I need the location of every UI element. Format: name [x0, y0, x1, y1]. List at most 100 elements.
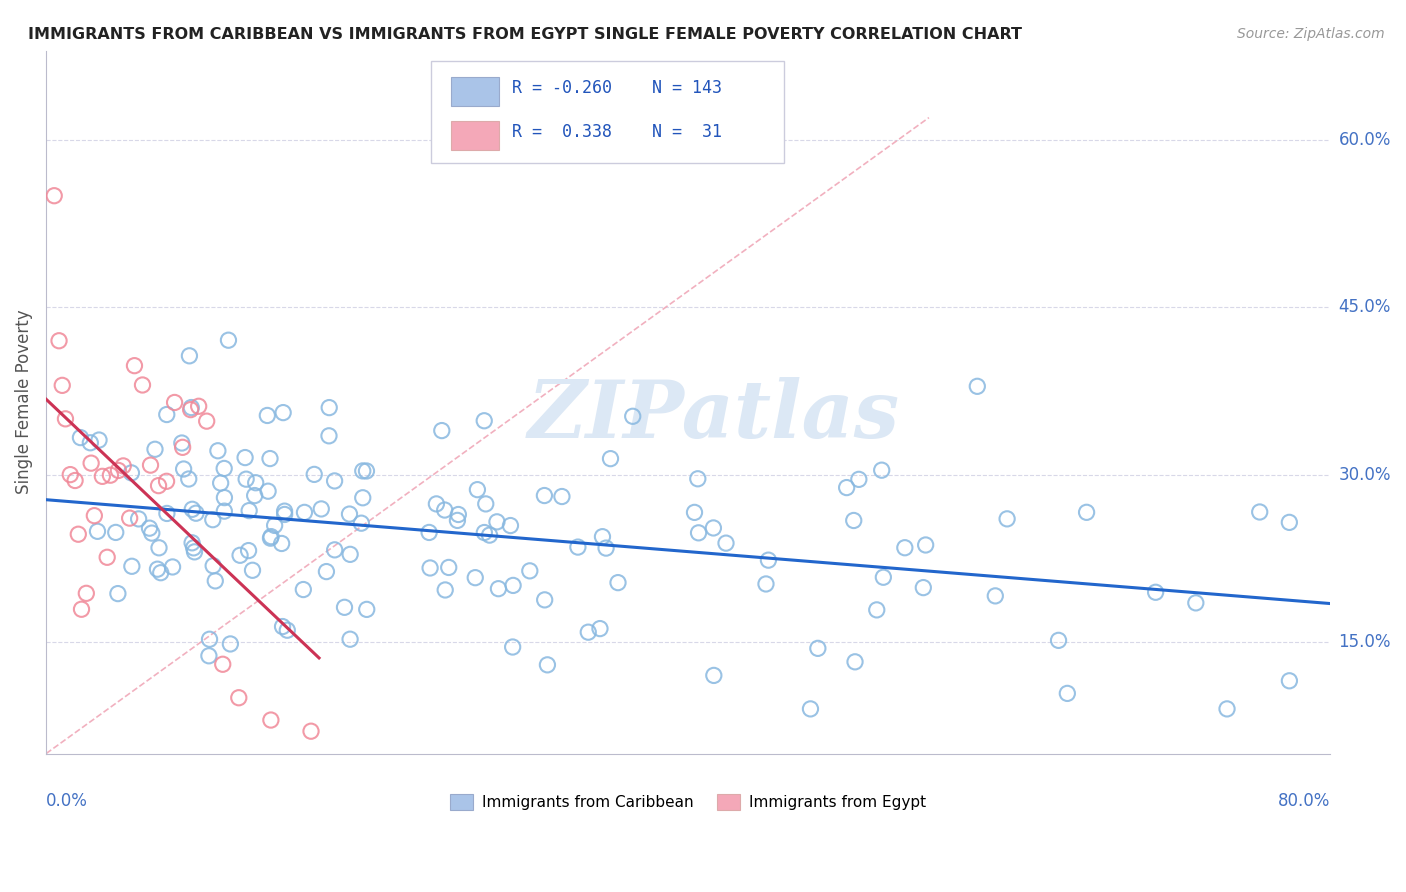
Point: [1076, 505, 1098, 519]
Point: [533, 489, 555, 503]
Point: [273, 508, 295, 522]
Point: [170, 436, 193, 450]
Text: 15.0%: 15.0%: [1339, 633, 1391, 651]
Point: [1278, 516, 1301, 530]
Point: [219, 637, 242, 651]
Point: [181, 536, 204, 550]
Point: [181, 502, 204, 516]
Point: [755, 577, 778, 591]
Text: 30.0%: 30.0%: [1339, 466, 1391, 483]
Point: [233, 450, 256, 465]
Point: [702, 521, 724, 535]
Point: [107, 463, 129, 477]
Point: [128, 512, 150, 526]
Point: [195, 414, 218, 428]
Point: [243, 489, 266, 503]
Point: [214, 504, 236, 518]
Point: [714, 536, 737, 550]
Text: 80.0%: 80.0%: [1278, 792, 1330, 810]
Point: [485, 515, 508, 529]
Point: [141, 526, 163, 541]
Point: [228, 690, 250, 705]
FancyBboxPatch shape: [451, 77, 499, 106]
Point: [688, 525, 710, 540]
Point: [238, 503, 260, 517]
Point: [323, 474, 346, 488]
Point: [173, 462, 195, 476]
Point: [333, 600, 356, 615]
Point: [214, 491, 236, 505]
Point: [107, 586, 129, 600]
Text: IMMIGRANTS FROM CARIBBEAN VS IMMIGRANTS FROM EGYPT SINGLE FEMALE POVERTY CORRELA: IMMIGRANTS FROM CARIBBEAN VS IMMIGRANTS …: [28, 27, 1022, 42]
Point: [844, 655, 866, 669]
Point: [474, 497, 496, 511]
Text: 45.0%: 45.0%: [1339, 298, 1391, 317]
Point: [44, 188, 66, 202]
Point: [589, 622, 612, 636]
Point: [212, 461, 235, 475]
Point: [83, 508, 105, 523]
Point: [183, 541, 205, 555]
Point: [91, 469, 114, 483]
Point: [163, 395, 186, 409]
Point: [311, 502, 333, 516]
Point: [567, 540, 589, 554]
Point: [198, 632, 221, 647]
Point: [131, 378, 153, 392]
Point: [848, 472, 870, 486]
Point: [912, 581, 935, 595]
Point: [104, 525, 127, 540]
Point: [87, 433, 110, 447]
Point: [807, 641, 830, 656]
Point: [872, 570, 894, 584]
Point: [866, 603, 889, 617]
Point: [621, 409, 644, 424]
Point: [488, 582, 510, 596]
FancyBboxPatch shape: [432, 62, 785, 163]
Point: [502, 578, 524, 592]
Text: Source: ZipAtlas.com: Source: ZipAtlas.com: [1237, 27, 1385, 41]
FancyBboxPatch shape: [451, 120, 499, 150]
Point: [120, 466, 142, 480]
Point: [835, 481, 858, 495]
Point: [96, 550, 118, 565]
Point: [270, 536, 292, 550]
Legend: Immigrants from Caribbean, Immigrants from Egypt: Immigrants from Caribbean, Immigrants fr…: [444, 788, 932, 816]
Point: [536, 657, 558, 672]
Point: [63, 474, 86, 488]
Point: [799, 702, 821, 716]
Point: [502, 640, 524, 654]
Point: [118, 511, 141, 525]
Point: [318, 429, 340, 443]
Point: [138, 521, 160, 535]
Point: [318, 401, 340, 415]
Point: [576, 625, 599, 640]
Point: [156, 507, 179, 521]
Point: [180, 401, 202, 415]
Point: [259, 531, 281, 545]
Text: ZIPatlas: ZIPatlas: [527, 377, 900, 455]
Point: [842, 514, 865, 528]
Point: [229, 549, 252, 563]
Point: [914, 538, 936, 552]
Point: [179, 349, 201, 363]
Point: [202, 558, 225, 573]
Point: [148, 478, 170, 492]
Point: [1216, 702, 1239, 716]
Point: [499, 518, 522, 533]
Point: [966, 379, 988, 393]
Point: [143, 442, 166, 457]
Point: [184, 506, 207, 520]
Point: [242, 563, 264, 577]
Point: [86, 524, 108, 539]
Point: [467, 483, 489, 497]
Point: [599, 451, 621, 466]
Point: [112, 458, 135, 473]
Point: [339, 507, 361, 521]
Point: [352, 491, 374, 505]
Point: [273, 504, 295, 518]
Point: [533, 592, 555, 607]
Point: [80, 456, 103, 470]
Point: [339, 547, 361, 561]
Point: [260, 530, 283, 544]
